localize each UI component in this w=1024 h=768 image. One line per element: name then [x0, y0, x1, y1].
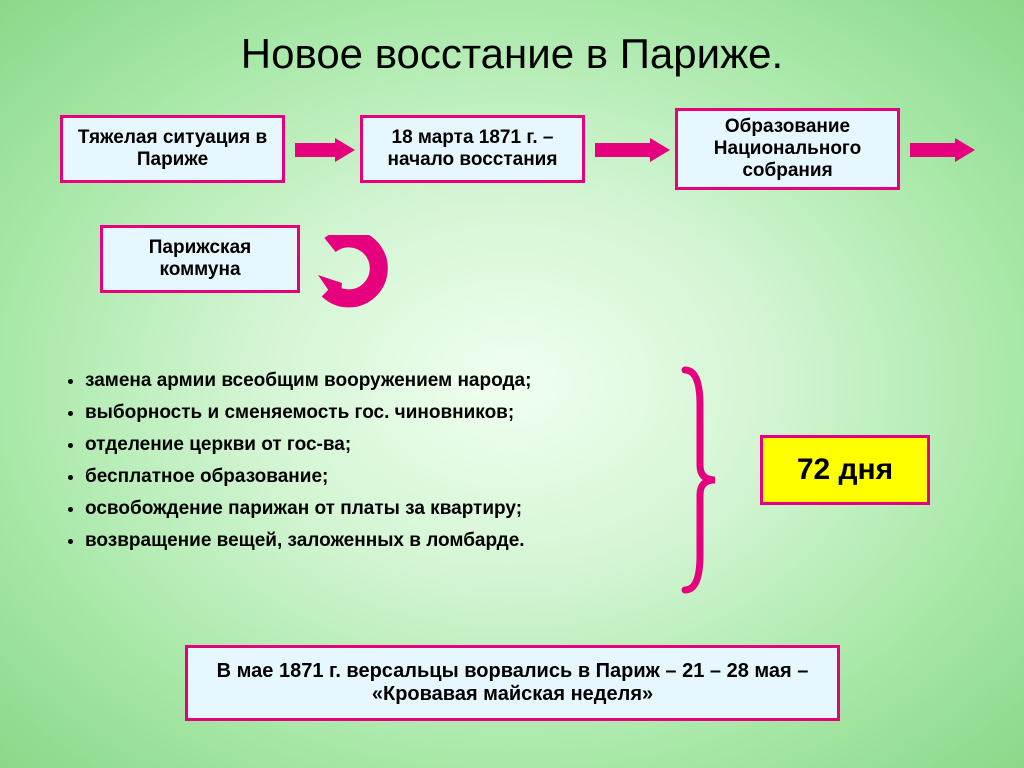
bullet-item: выборность и сменяемость гос. чиновников… [85, 402, 640, 424]
bullet-item: отделение церкви от гос-ва; [85, 434, 640, 456]
flow-box-4: Парижская коммуна [100, 225, 300, 293]
flow-box-3: Образование Национального собрания [675, 108, 900, 190]
arrow-3-icon [910, 138, 975, 167]
curved-arrow-icon [310, 235, 400, 330]
flow-box-2-text: 18 марта 1871 г. – начало восстания [369, 127, 576, 171]
bullet-list: замена армии всеобщим вооружением народа… [60, 370, 640, 562]
highlight-box: 72 дня [760, 435, 930, 505]
flow-box-1: Тяжелая ситуация в Париже [60, 115, 285, 183]
brace-icon [680, 365, 720, 600]
bottom-text: В мае 1871 г. версальцы ворвались в Пари… [217, 660, 809, 705]
bullet-item: освобождение парижан от платы за квартир… [85, 498, 640, 520]
flow-box-2: 18 марта 1871 г. – начало восстания [360, 115, 585, 183]
slide-title: Новое восстание в Париже. [0, 0, 1024, 98]
bottom-box: В мае 1871 г. версальцы ворвались в Пари… [185, 645, 840, 721]
flow-box-4-text: Парижская коммуна [109, 237, 291, 281]
bullet-item: замена армии всеобщим вооружением народа… [85, 370, 640, 392]
arrow-1-icon [295, 138, 355, 167]
highlight-text: 72 дня [797, 453, 893, 487]
flow-box-1-text: Тяжелая ситуация в Париже [69, 127, 276, 171]
bullet-item: бесплатное образование; [85, 466, 640, 488]
flow-box-3-text: Образование Национального собрания [684, 116, 891, 182]
arrow-2-icon [595, 138, 670, 167]
bullet-item: возвращение вещей, заложенных в ломбарде… [85, 530, 640, 552]
